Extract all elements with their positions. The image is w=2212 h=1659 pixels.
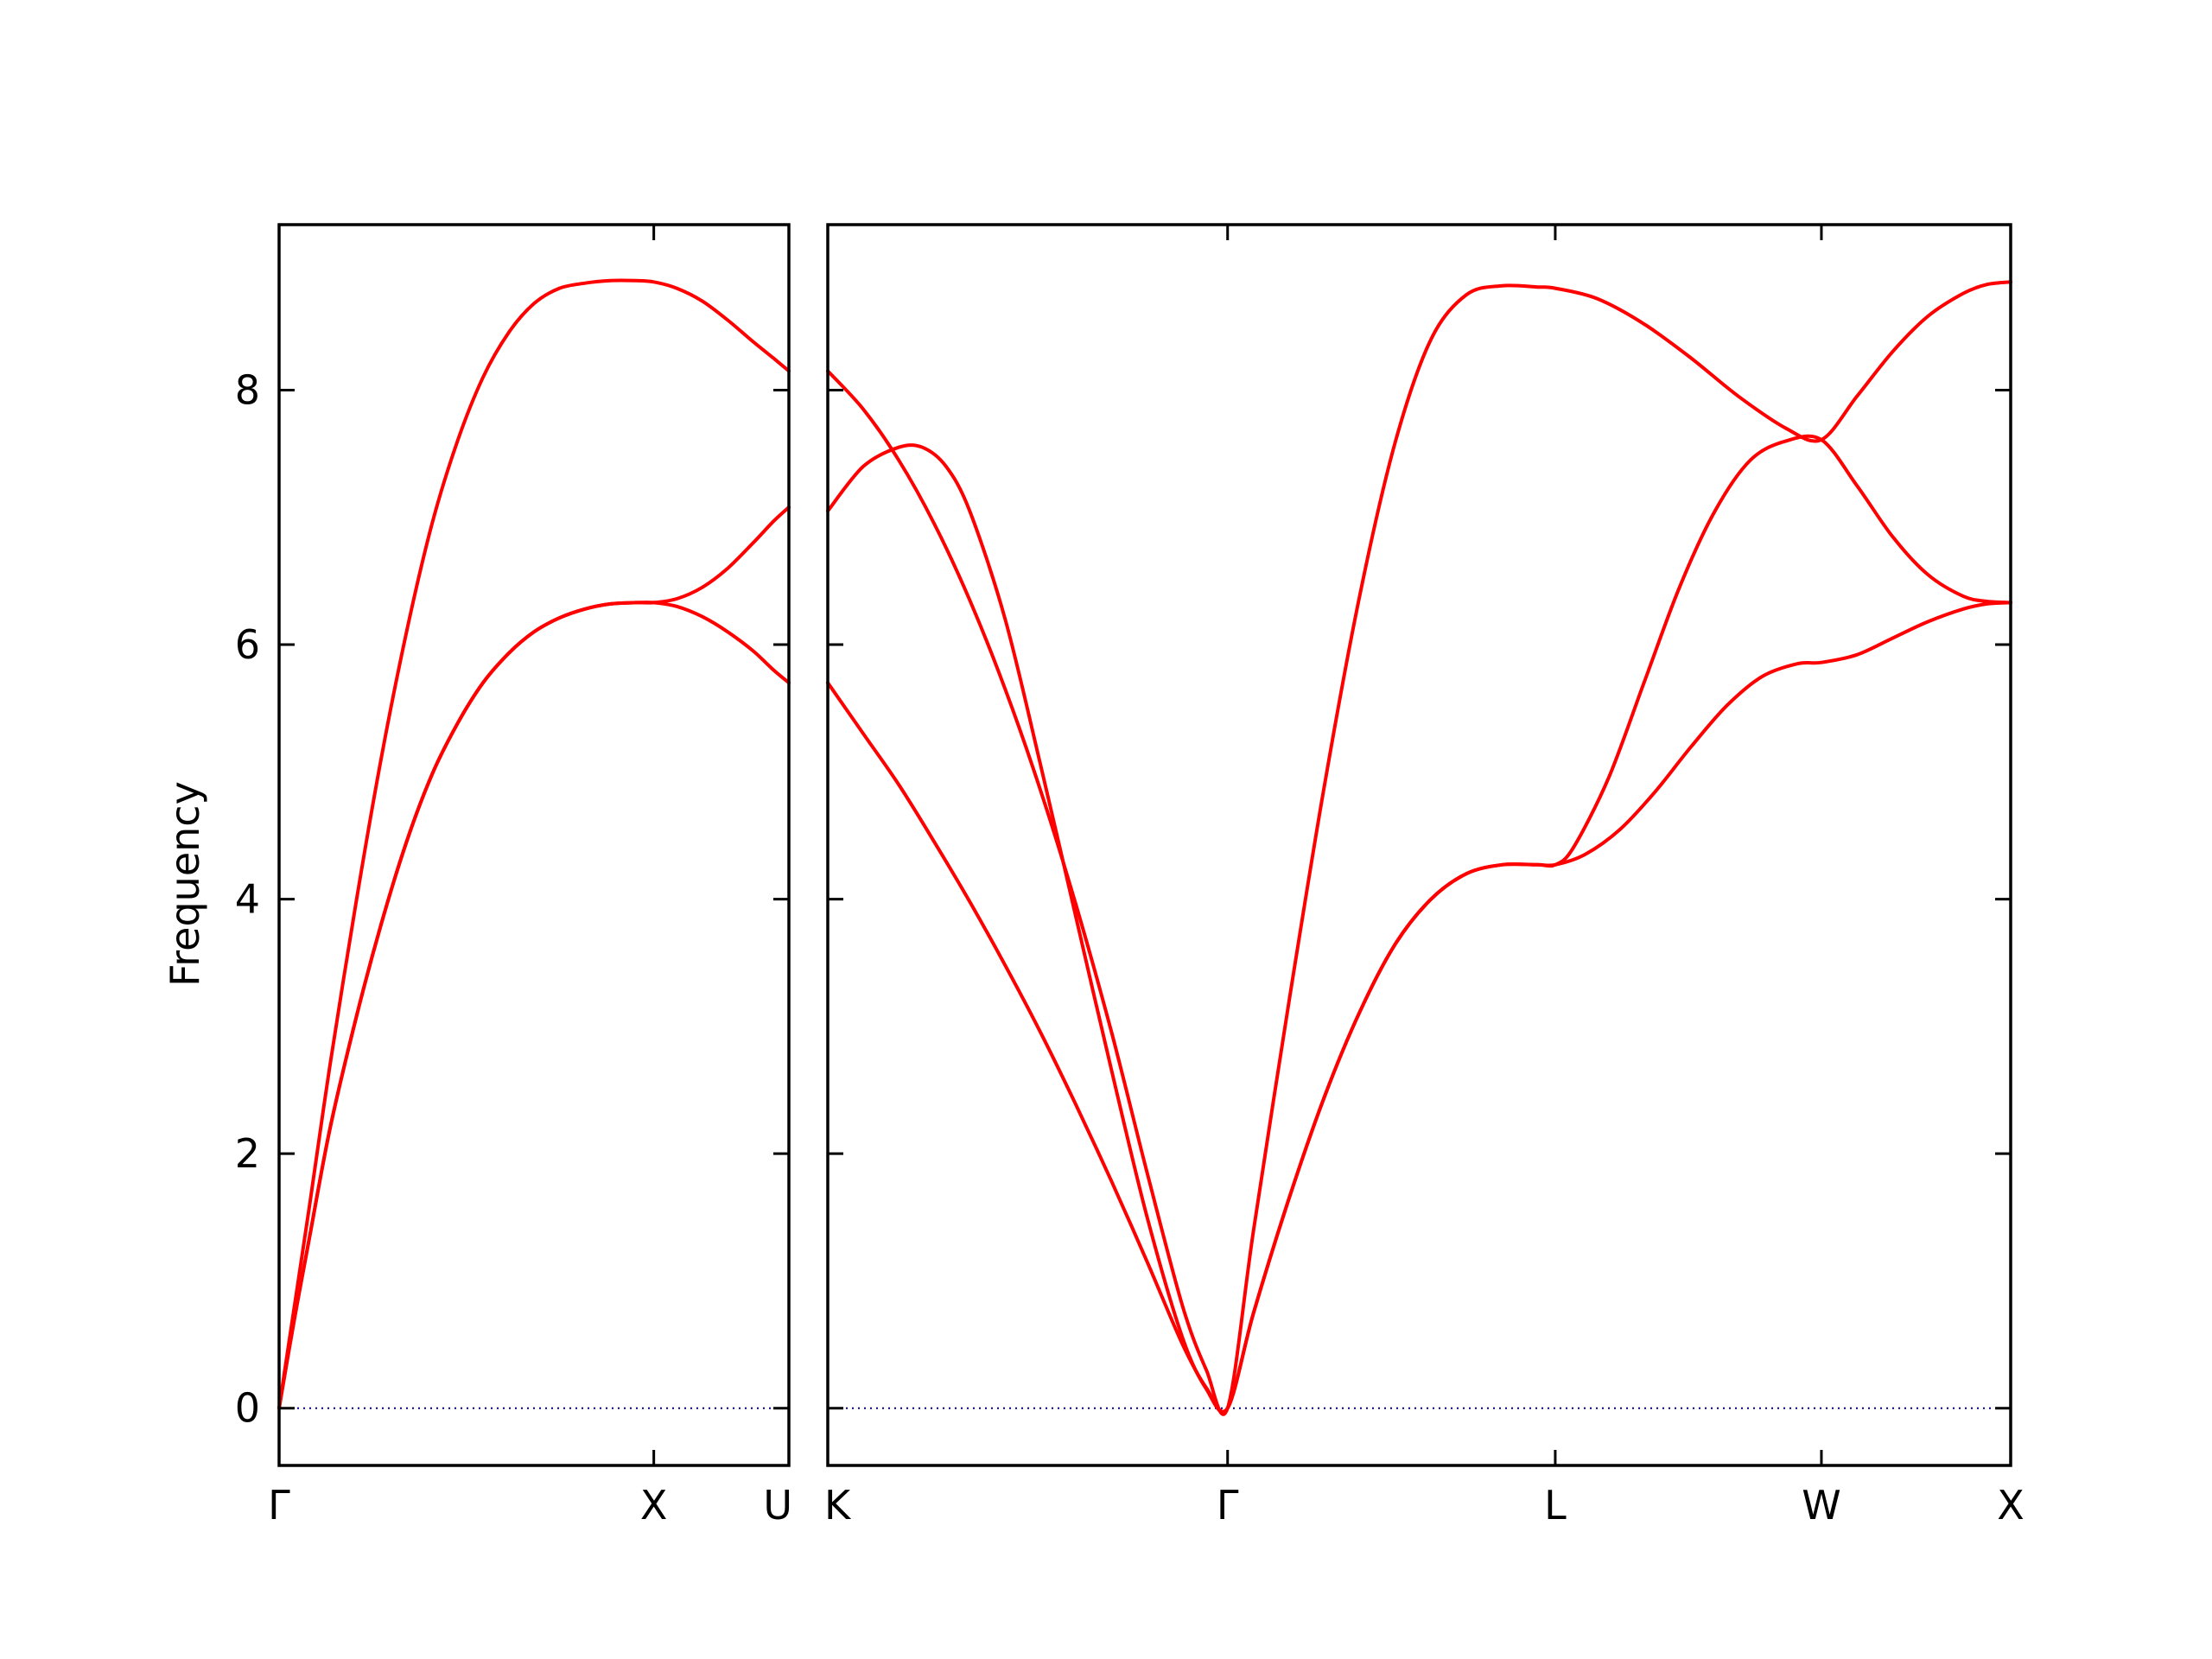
x-tick-label-K: K (824, 1482, 852, 1529)
x-tick-label-X: X (640, 1482, 668, 1529)
y-tick-label: 0 (235, 1385, 260, 1432)
x-tick-label-U: U (763, 1482, 792, 1529)
band-line-1 (277, 278, 791, 1410)
x-tick-label-W: W (1802, 1482, 1840, 1529)
x-tick-label-L: L (1544, 1482, 1567, 1529)
y-tick-label: 8 (235, 366, 260, 413)
y-axis-title: Frequency (162, 781, 208, 987)
band-line-2 (826, 434, 2012, 1414)
band-line-3 (826, 601, 2012, 1414)
x-tick-label-Γ: Γ (268, 1482, 290, 1529)
y-tick-label: 6 (235, 621, 260, 668)
y-axis-tick-labels: 0 2 4 6 8 (235, 366, 260, 1431)
plot-frame (826, 223, 2012, 1467)
y-tick-label: 4 (235, 876, 260, 923)
x-tick-label-X: X (1997, 1482, 2024, 1529)
y-tick-label: 2 (235, 1130, 260, 1177)
band-line-2 (277, 505, 791, 1410)
plot-frame (277, 223, 791, 1467)
x-tick-label-Γ: Γ (1217, 1482, 1239, 1529)
band-line-1 (826, 280, 2012, 1416)
band-line-3 (277, 601, 791, 1410)
